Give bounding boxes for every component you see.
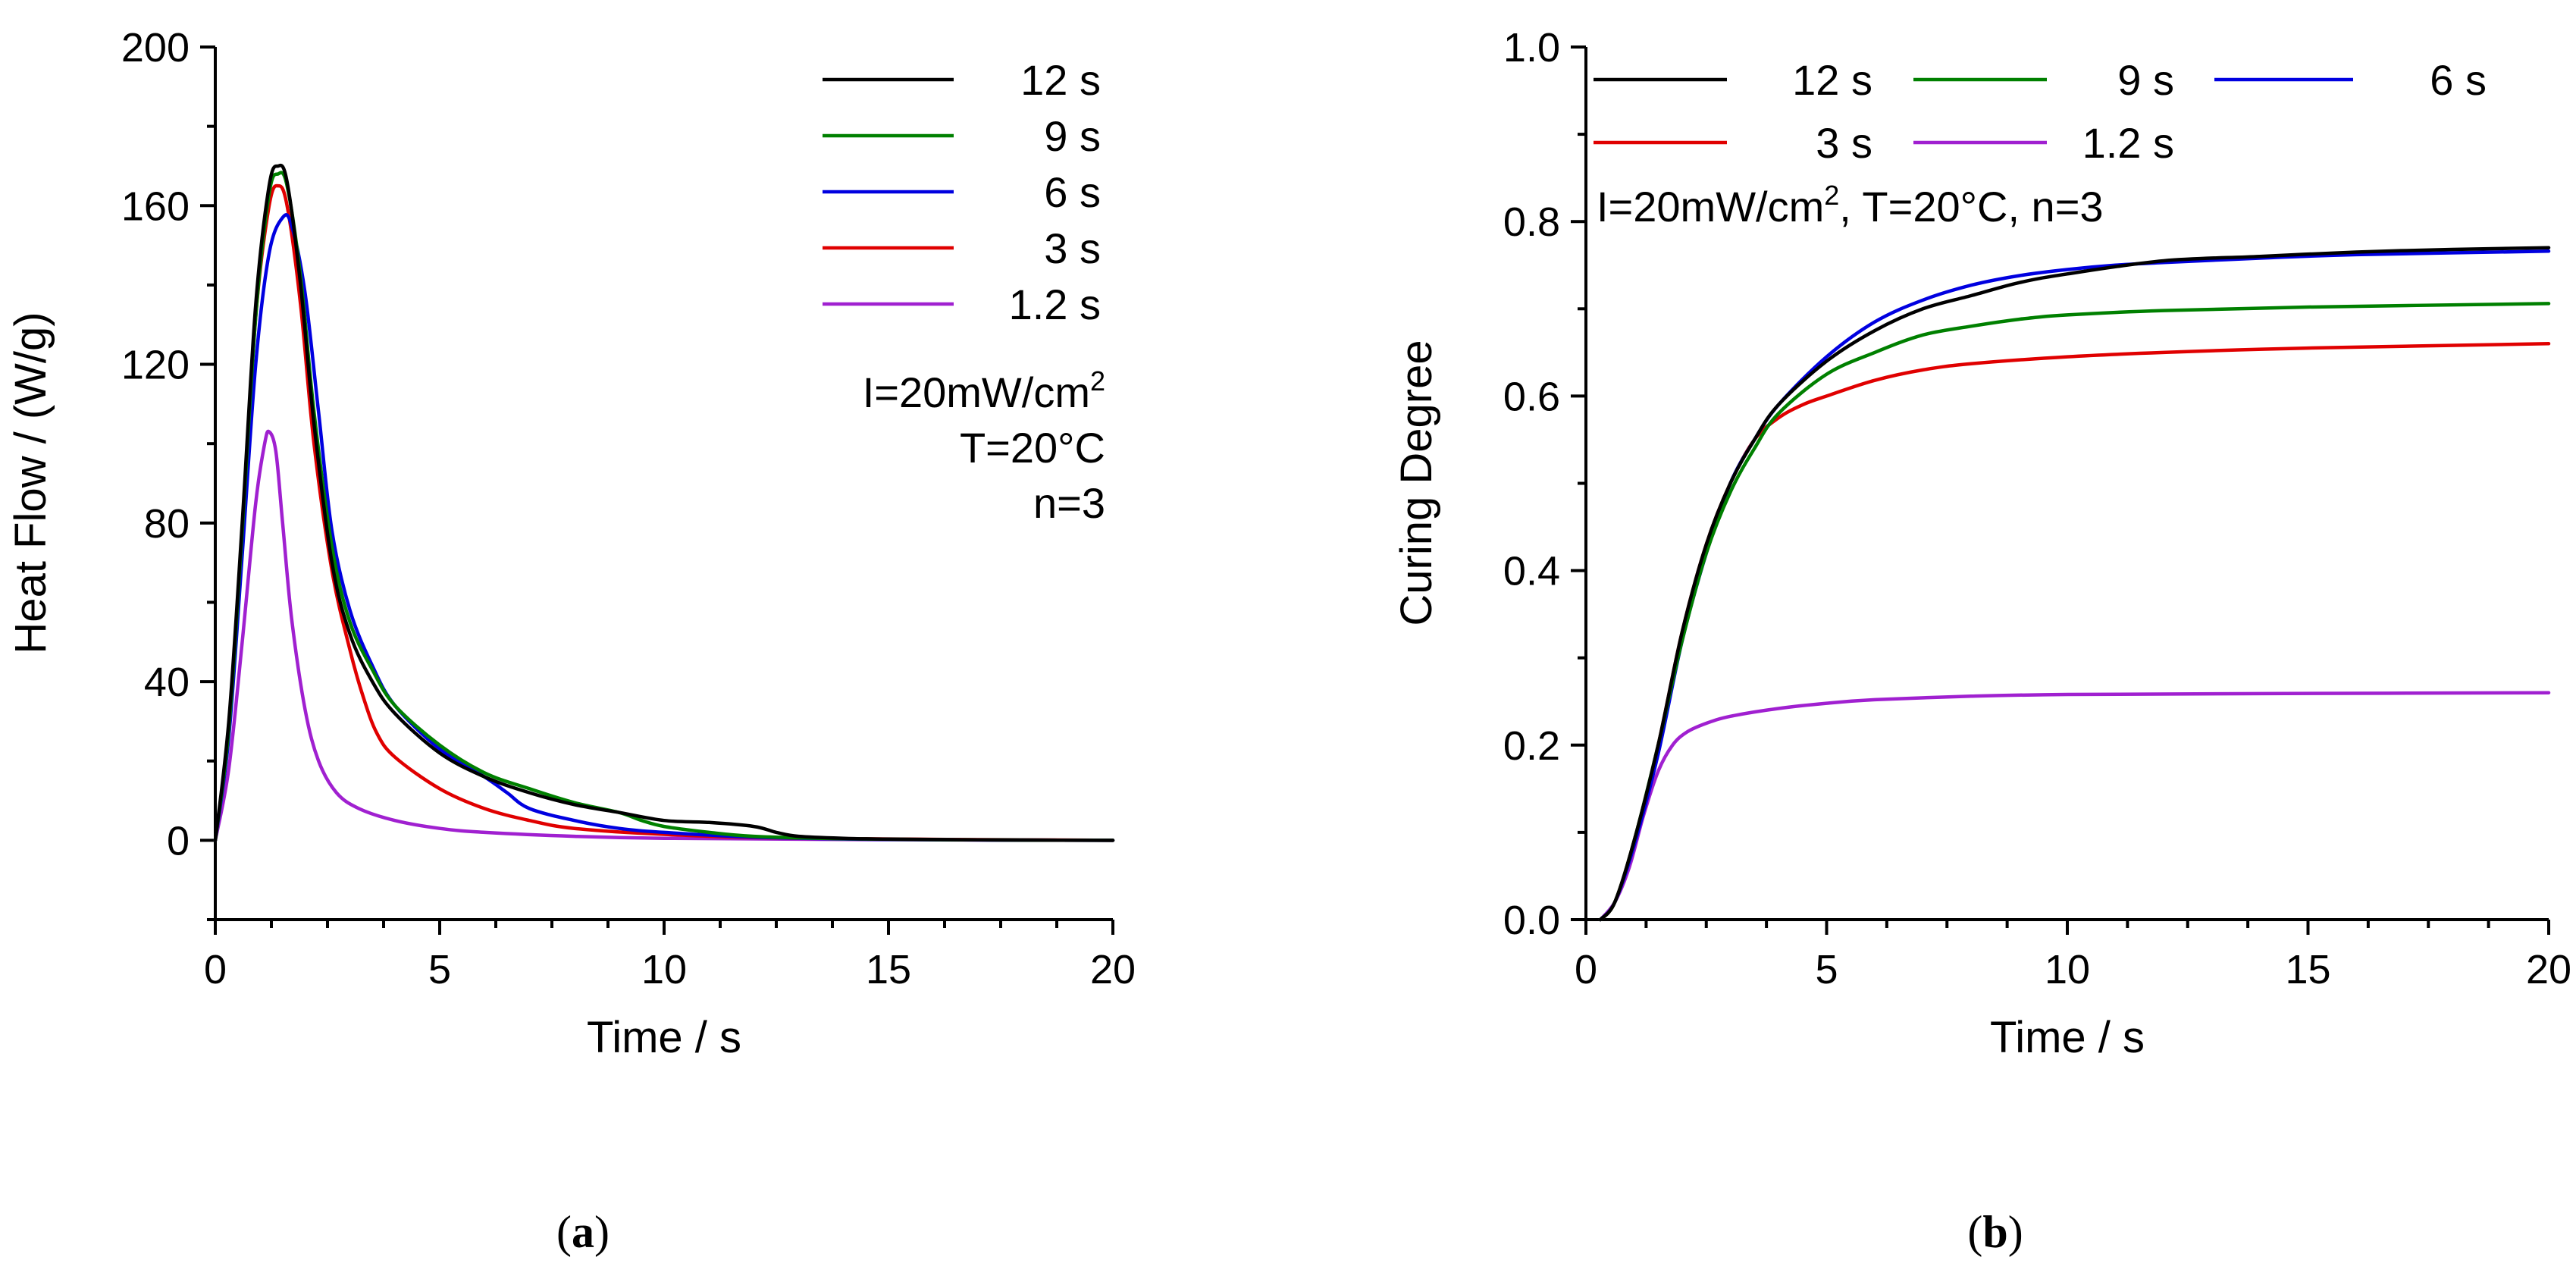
legend-label: 6 s — [1044, 168, 1101, 216]
panel-caption: (b) — [1967, 1207, 2023, 1257]
x-axis-title: Time / s — [587, 1013, 741, 1062]
x-tick-label: 20 — [1090, 947, 1136, 992]
y-tick-label: 40 — [144, 660, 190, 705]
legend-label: 3 s — [1044, 224, 1101, 272]
legend-label: 12 s — [1020, 56, 1101, 104]
annotation: I=20mW/cm2 T=20°C n=3 — [863, 365, 1105, 527]
x-tick-label: 20 — [2526, 947, 2571, 992]
series-line-12s — [213, 429, 1115, 842]
axes: 0 5 10 15 20 0.0 0.2 0.4 0.6 0.8 1.0 — [1503, 25, 2571, 992]
legend: 12 s 9 s 6 s 3 s 1.2 s — [823, 56, 1101, 328]
x-tick-label: 5 — [428, 947, 451, 992]
y-tick-label: 0.6 — [1503, 374, 1560, 419]
series-line-12s — [1598, 691, 2551, 922]
y-tick-label: 0 — [167, 818, 190, 864]
panel-caption: (a) — [556, 1207, 610, 1257]
series-line-12s — [213, 163, 1115, 842]
legend-label: 9 s — [2117, 56, 2174, 104]
superscript: 2 — [1090, 365, 1105, 397]
annotation: I=20mW/cm2, T=20°C, n=3 — [1597, 180, 2104, 230]
x-tick-label: 15 — [2285, 947, 2330, 992]
y-tick-label: 0.2 — [1503, 723, 1560, 769]
y-tick-label: 160 — [121, 183, 190, 229]
legend-label: 1.2 s — [1009, 281, 1101, 328]
annotation-line: T=20°C — [960, 424, 1105, 472]
annotation-line: n=3 — [1033, 479, 1105, 527]
x-tick-label: 5 — [1815, 947, 1838, 992]
series-line-6s — [1598, 249, 2551, 922]
legend-label: 6 s — [2430, 56, 2487, 104]
y-tick-label: 1.0 — [1503, 25, 1560, 71]
x-tick-label: 15 — [866, 947, 911, 992]
series-line-12s — [1598, 246, 2551, 922]
series-group — [1598, 246, 2551, 922]
series-line-3s — [1598, 342, 2551, 922]
x-tick-label: 0 — [204, 947, 227, 992]
x-axis-title: Time / s — [1990, 1013, 2145, 1062]
y-tick-label: 80 — [144, 501, 190, 547]
y-tick-label: 0.4 — [1503, 549, 1560, 594]
series-group — [213, 163, 1115, 842]
series-line-9s — [1598, 302, 2551, 922]
y-tick-label: 0.0 — [1503, 898, 1560, 943]
annotation-line: I=20mW/cm2, T=20°C, n=3 — [1597, 180, 2104, 230]
y-axis-title: Curing Degree — [1392, 340, 1441, 625]
legend-label: 1.2 s — [2082, 119, 2174, 167]
y-axis-title: Heat Flow / (W/g) — [6, 312, 55, 654]
legend-label: 3 s — [1816, 119, 1872, 167]
y-tick-label: 0.8 — [1503, 199, 1560, 245]
y-tick-label: 200 — [121, 25, 190, 71]
legend-label: 12 s — [1792, 56, 1872, 104]
series-line-9s — [213, 171, 1115, 842]
legend: 12 s 9 s 6 s 3 s 1.2 s — [1594, 56, 2487, 167]
chart-panel-b: 0 5 10 15 20 0.0 0.2 0.4 0.6 0.8 1.0 Time / s Curing… — [1392, 25, 2571, 1257]
legend-label: 9 s — [1044, 112, 1101, 160]
annotation-line: I=20mW/cm2 — [863, 365, 1105, 416]
x-tick-label: 10 — [2045, 947, 2090, 992]
series-line-6s — [213, 213, 1115, 842]
series-line-3s — [213, 183, 1115, 842]
x-tick-label: 0 — [1575, 947, 1597, 992]
y-tick-label: 120 — [121, 343, 190, 388]
x-tick-label: 10 — [641, 947, 687, 992]
